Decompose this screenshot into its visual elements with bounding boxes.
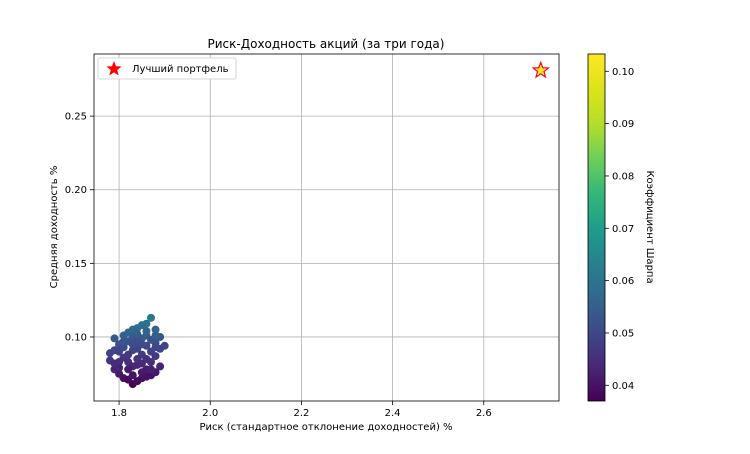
portfolio-point (137, 368, 146, 377)
colorbar-tick-label: 0.09 (612, 119, 634, 130)
colorbar-tick-label: 0.06 (612, 276, 634, 287)
portfolio-point (156, 362, 165, 371)
legend-star-marker (106, 61, 122, 76)
y-tick-label: 0.25 (65, 112, 87, 123)
portfolio-point (124, 350, 133, 359)
legend-box (97, 57, 237, 80)
portfolio-point (124, 365, 133, 374)
portfolio-point (151, 343, 160, 352)
colorbar-tick-label: 0.05 (612, 328, 634, 339)
portfolio-point (151, 331, 160, 340)
portfolio-point (151, 325, 160, 334)
colorbar-tick-label: 0.07 (612, 224, 634, 235)
x-tick-label: 2.4 (385, 408, 401, 419)
portfolio-point (119, 337, 128, 346)
y-tick-label: 0.10 (65, 332, 87, 343)
portfolio-point (137, 359, 146, 368)
colorbar (587, 53, 606, 402)
portfolio-point (119, 343, 128, 352)
best-portfolio-star (531, 60, 550, 79)
portfolio-point (146, 365, 155, 374)
y-tick-label: 0.15 (65, 259, 87, 270)
x-tick-label: 1.8 (111, 408, 127, 419)
points-layer (105, 313, 169, 389)
portfolio-point (151, 352, 160, 361)
x-tick-label: 2.2 (293, 408, 309, 419)
x-tick-label: 2.0 (202, 408, 218, 419)
portfolio-point (146, 357, 155, 366)
portfolio-point (110, 359, 119, 368)
colorbar-tick-label: 0.10 (612, 67, 634, 78)
y-tick-label: 0.20 (65, 185, 87, 196)
x-axis-label: Риск (стандартное отклонение доходностей… (199, 422, 452, 433)
y-axis-label: Средняя доходность % (49, 166, 60, 289)
best-portfolio-point (536, 66, 545, 75)
portfolio-point (146, 313, 155, 322)
portfolio-point (137, 340, 146, 349)
y-ticks: 0.10 0.15 0.20 0.25 (65, 112, 94, 343)
portfolio-point (128, 371, 137, 380)
best-layer (531, 60, 550, 79)
legend: Лучший портфель (97, 57, 237, 80)
colorbar-label: Коэффициент Шарпа (644, 170, 655, 283)
plot-frame (93, 53, 560, 402)
grid-layer (94, 54, 559, 401)
portfolio-point (128, 340, 137, 349)
x-tick-label: 2.6 (476, 408, 492, 419)
portfolio-point (142, 327, 151, 336)
portfolio-point (142, 319, 151, 328)
colorbar-tick-label: 0.08 (612, 171, 634, 182)
colorbar-ticks: 0.04 0.05 0.06 0.07 0.08 0.09 0.10 (605, 67, 634, 392)
x-ticks: 1.8 2.0 2.2 2.4 2.6 (111, 401, 492, 419)
legend-label: Лучший портфель (132, 64, 229, 75)
portfolio-point (110, 334, 119, 343)
colorbar-tick-label: 0.04 (612, 381, 634, 392)
chart-title: Риск-Доходность акций (за три года) (208, 37, 445, 51)
portfolio-point (110, 346, 119, 355)
